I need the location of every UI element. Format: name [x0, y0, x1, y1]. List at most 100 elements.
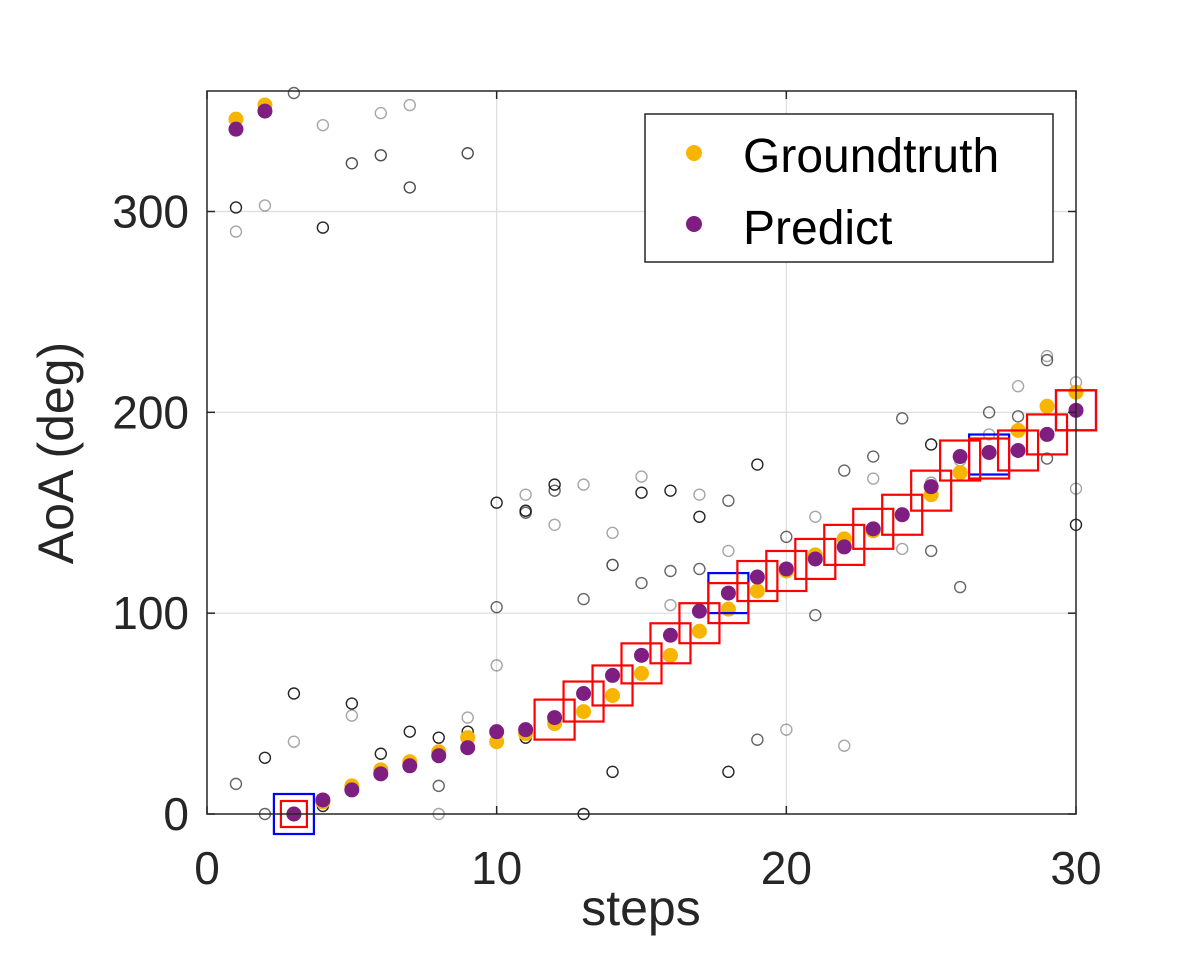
groundtruth-point: [662, 647, 678, 663]
candidate-marker: [229, 225, 243, 238]
groundtruth-point: [691, 623, 707, 639]
y-tick-label: 100: [112, 587, 189, 639]
candidate-marker: [548, 478, 561, 491]
predict-point: [634, 647, 649, 663]
candidate-marker: [258, 751, 272, 764]
candidate-marker: [403, 181, 416, 194]
candidate-marker: [287, 687, 301, 700]
candidate-marker: [722, 765, 735, 779]
candidate-marker: [1040, 353, 1054, 367]
red-box: [794, 537, 837, 581]
predict-point: [778, 561, 794, 577]
predict-point: [807, 551, 823, 567]
candidate-marker: [548, 484, 561, 497]
candidate-marker: [838, 739, 851, 752]
red-box: [910, 469, 953, 512]
candidate-marker: [1011, 380, 1025, 393]
candidate-marker: [664, 484, 677, 497]
red-box: [823, 523, 866, 566]
predict-point: [1039, 426, 1055, 442]
candidate-marker: [867, 450, 880, 463]
groundtruth-point: [634, 665, 649, 681]
selection-boxes: [272, 389, 1098, 836]
plot-frame: [206, 90, 1077, 815]
candidate-marker: [287, 735, 301, 748]
candidate-marker: [693, 510, 706, 523]
candidate-marker: [316, 221, 330, 234]
candidate-marker: [751, 733, 764, 746]
legend-predict-label: Predict: [743, 202, 892, 255]
candidate-marker: [924, 544, 938, 558]
predict-point: [344, 782, 360, 798]
candidate-marker: [345, 157, 359, 170]
x-tick-label: 0: [194, 842, 220, 894]
candidate-marker: [982, 406, 996, 419]
red-box: [591, 664, 634, 707]
axes-frame: [206, 90, 1077, 815]
predict-point: [894, 507, 910, 523]
groundtruth-point: [1039, 398, 1055, 414]
candidate-marker: [1011, 410, 1025, 423]
groundtruth-point: [720, 601, 736, 617]
red-box: [707, 582, 750, 625]
candidate-marker: [664, 564, 677, 578]
candidate-marker: [345, 709, 359, 722]
candidate-marker: [403, 725, 416, 738]
predict-series: [228, 103, 1084, 822]
red-box: [967, 437, 1011, 480]
red-box: [852, 507, 895, 550]
candidate-marker: [432, 779, 445, 793]
predict-point: [547, 710, 563, 726]
x-tick-label: 30: [1050, 842, 1101, 894]
candidate-marker: [809, 510, 822, 523]
candidate-marker: [490, 496, 503, 509]
predict-point: [373, 766, 389, 782]
legend-box: [644, 113, 1054, 263]
predict-point: [981, 445, 997, 460]
predict-point: [605, 667, 621, 683]
groundtruth-point: [952, 465, 968, 481]
candidate-marker: [722, 544, 735, 558]
red-box: [881, 493, 924, 536]
candidate-marker: [577, 592, 590, 606]
candidate-marker: [924, 438, 938, 451]
candidate-marker: [896, 542, 909, 556]
candidate-marker: [606, 526, 619, 540]
predict-point: [691, 603, 707, 619]
predict-point: [749, 569, 765, 585]
candidate-marker: [867, 472, 880, 485]
red-box: [1025, 413, 1069, 456]
candidate-marker: [693, 488, 706, 501]
candidate-marker: [374, 149, 387, 162]
candidate-marker: [635, 470, 648, 483]
red-box: [939, 439, 982, 482]
red-box: [765, 549, 808, 593]
candidate-marker: [287, 86, 301, 100]
candidate-marker: [374, 106, 387, 120]
candidate-marker: [722, 494, 735, 507]
predict-point: [923, 479, 939, 495]
predict-point: [228, 121, 244, 137]
predict-point: [431, 748, 447, 764]
red-box: [736, 559, 779, 603]
candidate-marker: [664, 598, 677, 612]
candidate-marker: [374, 747, 387, 760]
predict-point: [576, 686, 592, 701]
predict-point: [518, 722, 534, 738]
red-box: [533, 698, 576, 741]
predict-point: [720, 585, 736, 601]
candidate-marker: [838, 464, 851, 477]
candidate-marker: [635, 576, 648, 590]
red-box: [996, 429, 1040, 472]
candidate-marker: [229, 201, 243, 214]
candidate-marker: [780, 723, 793, 736]
candidate-marker: [461, 711, 474, 724]
red-box: [562, 680, 605, 723]
candidate-marker: [403, 98, 416, 112]
candidate-marker: [519, 488, 532, 501]
candidate-marker: [490, 600, 503, 614]
x-tick-label: 20: [761, 842, 812, 894]
candidate-marker: [316, 118, 330, 132]
